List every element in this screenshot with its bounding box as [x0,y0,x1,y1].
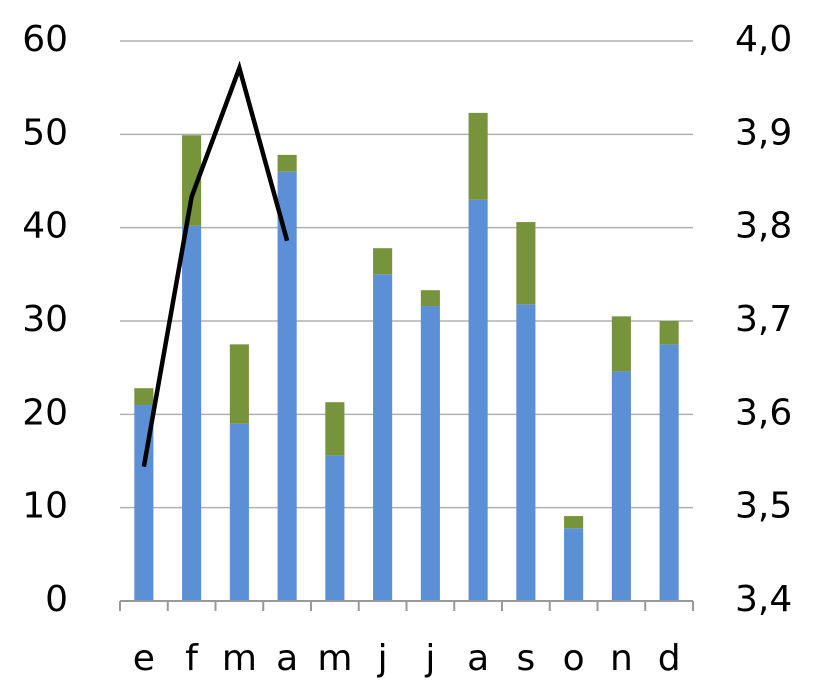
y-tick-label: 20 [22,392,68,433]
y2-tick-label: 3,6 [735,392,792,433]
y2-tick-label: 3,7 [735,299,792,340]
bar [373,274,393,601]
bar [134,388,154,405]
bar [229,423,249,601]
line [141,60,290,467]
y-tick-label: 40 [22,206,68,247]
x-tick-label: s [516,638,535,679]
x-tick-label: a [467,638,489,679]
x-tick-label: n [610,638,633,679]
y2-tick-label: 4,0 [735,19,792,60]
bar [325,402,345,456]
y2-tick-label: 3,5 [735,486,792,527]
x-tick-label: j [377,638,388,679]
y-tick-label: 50 [22,112,68,153]
bar [134,405,154,601]
x-tick-label: f [185,638,199,679]
x-tick-label: m [317,638,352,679]
bar [182,225,202,602]
y-tick-label: 60 [22,19,68,60]
bar [420,306,440,601]
y-tick-label: 10 [22,486,68,527]
y2-tick-label: 3,8 [735,206,792,247]
y2-tick-label: 3,9 [735,112,792,153]
bar [564,528,584,601]
bar [420,290,440,307]
x-tick-label: o [563,638,585,679]
bar [611,316,631,372]
x-tick-label: d [658,638,681,679]
x-tick-label: e [133,638,155,679]
bar [277,171,297,601]
bar [468,112,488,200]
bar [325,455,345,601]
bar [182,135,202,226]
x-tick-label: a [276,638,298,679]
bar [229,344,249,424]
bar [468,199,488,601]
y-tick-label: 0 [45,579,68,620]
bar [564,516,584,529]
bar [277,154,297,172]
bar [659,344,679,601]
x-tick-label: m [222,638,257,679]
bar [611,371,631,601]
y2-tick-label: 3,4 [735,579,792,620]
bar [516,222,536,305]
y-tick-label: 30 [22,299,68,340]
x-tick-label: j [424,638,435,679]
bar [373,248,393,275]
bar [659,321,679,345]
bar [516,304,536,601]
